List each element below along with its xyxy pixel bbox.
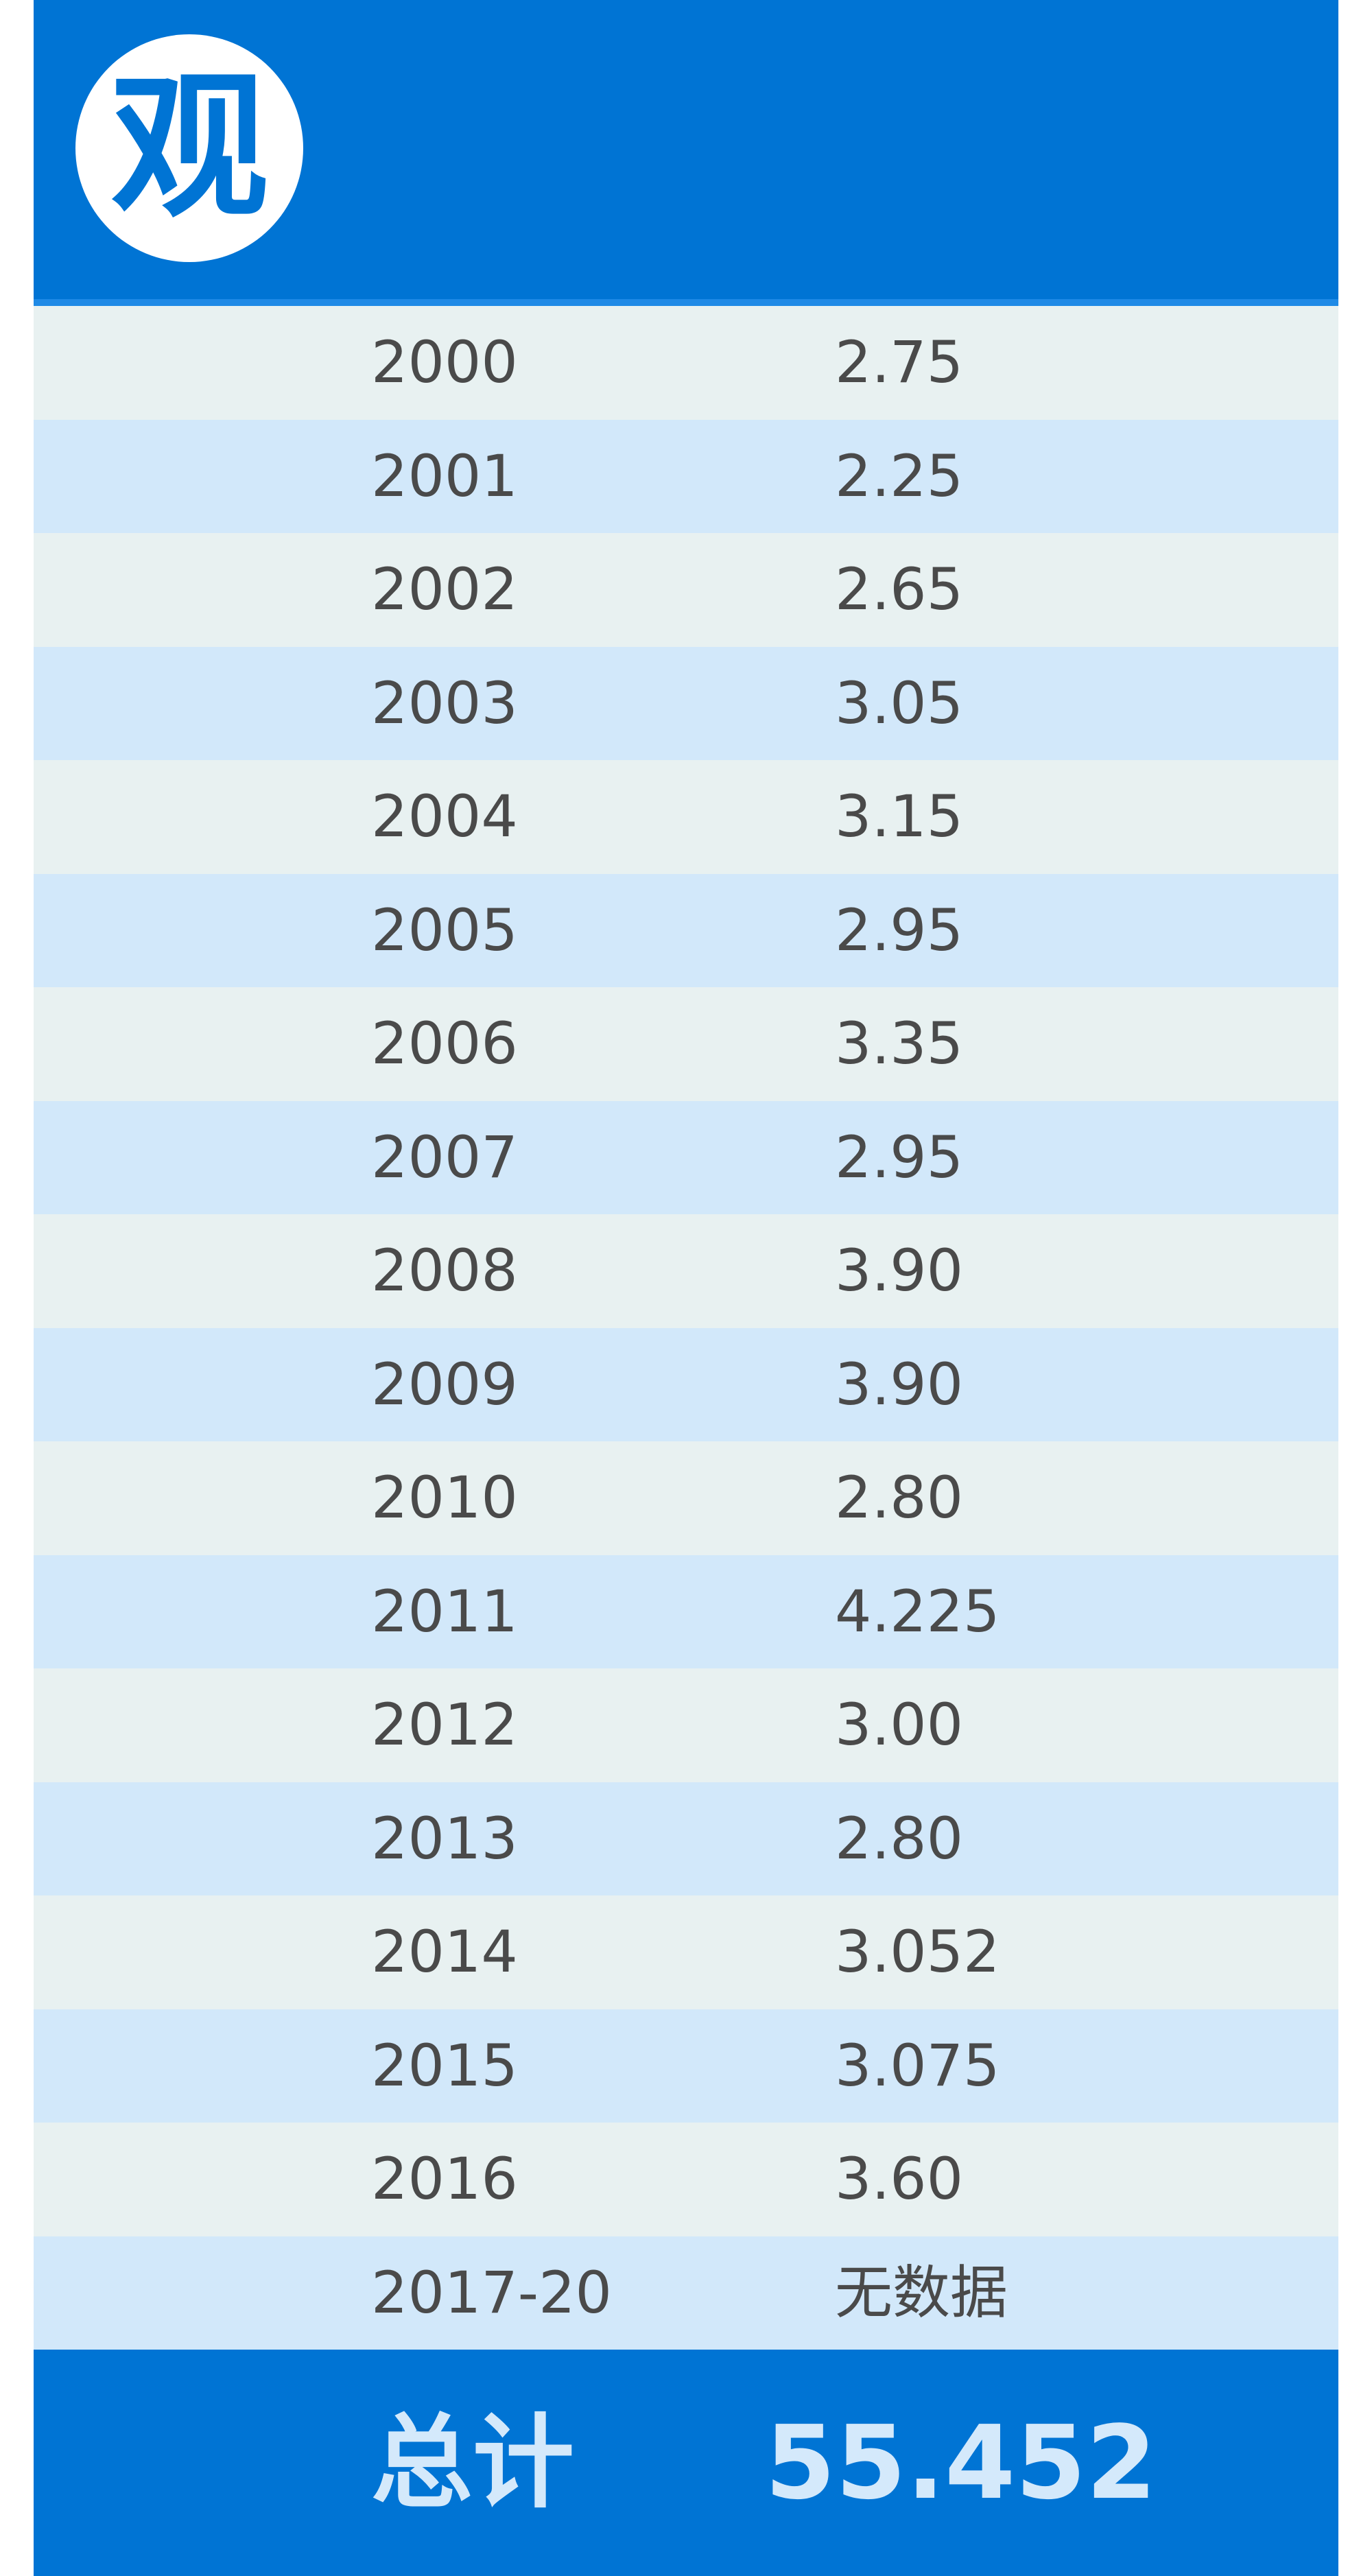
year-cell: 2000 bbox=[371, 329, 518, 396]
table-row: 2004 3.15 bbox=[34, 760, 1338, 874]
value-cell: 无数据 bbox=[835, 2258, 1008, 2326]
year-cell: 2011 bbox=[371, 1577, 518, 1645]
value-cell: 3.90 bbox=[835, 1350, 964, 1418]
value-cell: 3.05 bbox=[835, 669, 964, 737]
table: 2000 2.75 2001 2.25 2002 2.65 2003 3.05 2004 3.15… bbox=[34, 306, 1338, 2350]
value-cell: 3.052 bbox=[835, 1918, 1000, 1985]
value-cell: 3.00 bbox=[835, 1691, 964, 1758]
table-row: 2011 4.225 bbox=[34, 1555, 1338, 1668]
table-row: 2007 2.95 bbox=[34, 1100, 1338, 1214]
value-cell: 2.25 bbox=[835, 442, 964, 510]
year-cell: 2013 bbox=[371, 1804, 518, 1872]
table-row: 2006 3.35 bbox=[34, 987, 1338, 1101]
year-cell: 2007 bbox=[371, 1123, 518, 1191]
table-row: 2010 2.80 bbox=[34, 1441, 1338, 1555]
year-cell: 2001 bbox=[371, 442, 518, 510]
table-row: 2001 2.25 bbox=[34, 419, 1338, 533]
year-cell: 2008 bbox=[371, 1237, 518, 1304]
year-cell: 2005 bbox=[371, 896, 518, 964]
year-cell: 2014 bbox=[371, 1918, 518, 1985]
table-row: 2013 2.80 bbox=[34, 1782, 1338, 1895]
table-row: 2015 3.075 bbox=[34, 2009, 1338, 2123]
value-cell: 4.225 bbox=[835, 1577, 1000, 1645]
value-cell: 3.35 bbox=[835, 1010, 964, 1077]
total-value: 55.452 bbox=[765, 2404, 1157, 2522]
table-row: 2012 3.00 bbox=[34, 1668, 1338, 1782]
table-row: 2003 3.05 bbox=[34, 646, 1338, 760]
year-cell: 2009 bbox=[371, 1350, 518, 1418]
table-row: 2008 3.90 bbox=[34, 1214, 1338, 1328]
table-row: 2009 3.90 bbox=[34, 1327, 1338, 1441]
value-cell: 3.90 bbox=[835, 1237, 964, 1304]
year-cell: 2002 bbox=[371, 556, 518, 623]
table-row: 2017-20 无数据 bbox=[34, 2236, 1338, 2350]
table-row: 2014 3.052 bbox=[34, 1895, 1338, 2009]
year-cell: 2017-20 bbox=[371, 2258, 612, 2326]
year-cell: 2010 bbox=[371, 1464, 518, 1531]
value-cell: 3.075 bbox=[835, 2031, 1000, 2099]
header-stripe bbox=[34, 299, 1338, 306]
value-cell: 3.60 bbox=[835, 2145, 964, 2212]
value-cell: 2.80 bbox=[835, 1464, 964, 1531]
value-cell: 3.15 bbox=[835, 783, 964, 850]
value-cell: 2.65 bbox=[835, 556, 964, 623]
table-row: 2000 2.75 bbox=[34, 306, 1338, 420]
year-cell: 2015 bbox=[371, 2031, 518, 2099]
value-cell: 2.95 bbox=[835, 1123, 964, 1191]
year-cell: 2016 bbox=[371, 2145, 518, 2212]
value-cell: 2.80 bbox=[835, 1804, 964, 1872]
footer: 总计 55.452 bbox=[34, 2350, 1338, 2576]
year-cell: 2003 bbox=[371, 669, 518, 737]
value-cell: 2.95 bbox=[835, 896, 964, 964]
table-row: 2005 2.95 bbox=[34, 873, 1338, 987]
table-row: 2016 3.60 bbox=[34, 2123, 1338, 2236]
year-cell: 2006 bbox=[371, 1010, 518, 1077]
value-cell: 2.75 bbox=[835, 329, 964, 396]
table-row: 2002 2.65 bbox=[34, 533, 1338, 647]
logo: 观 bbox=[75, 34, 303, 262]
year-cell: 2004 bbox=[371, 783, 518, 850]
year-cell: 2012 bbox=[371, 1691, 518, 1758]
total-label: 总计 bbox=[371, 2404, 574, 2522]
